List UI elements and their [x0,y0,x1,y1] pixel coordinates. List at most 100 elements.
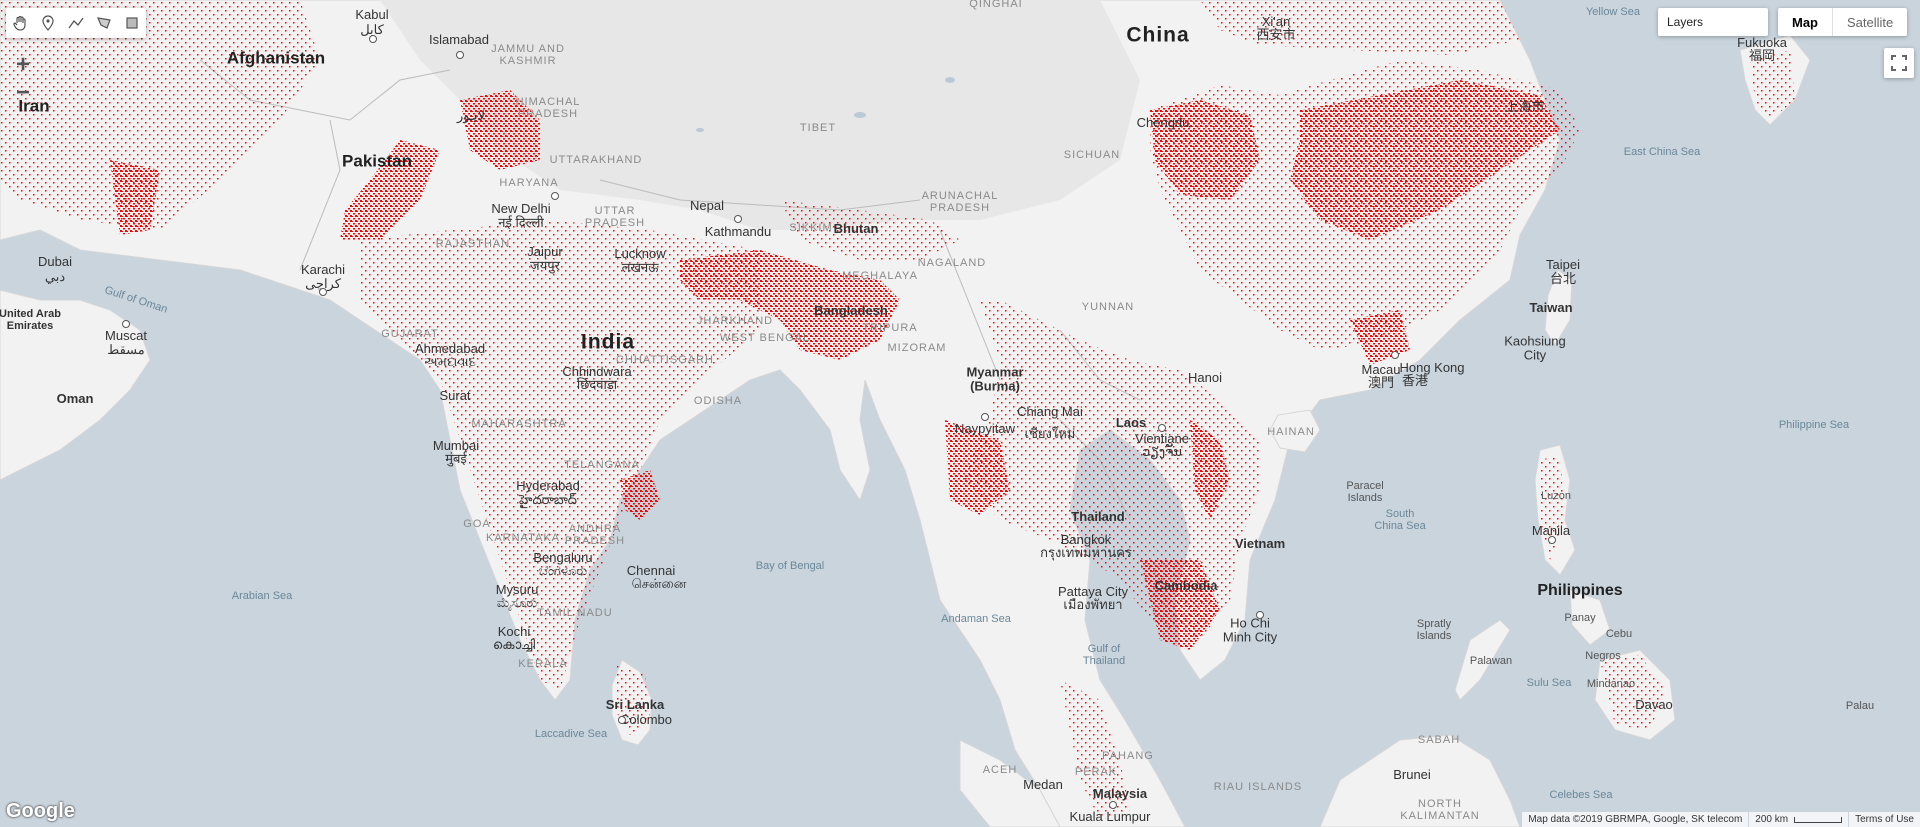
label-muscat: Muscat [105,327,147,343]
label-pahang: Pahang [1102,749,1154,762]
label-maharashtra: Maharashtra [471,417,567,430]
label-sikkim: Sikkim [789,221,833,234]
label-sabah: Sabah [1417,733,1461,746]
city-marker[interactable] [456,51,464,59]
label-india: India [580,330,636,354]
city-marker[interactable] [122,320,130,328]
label-hanoi: Hanoi [1188,369,1222,385]
label-kabul-native: کابل [360,21,384,37]
terms-link[interactable]: Terms of Use [1849,812,1920,827]
city-marker[interactable] [734,215,742,223]
data-overlay [0,0,1795,820]
city-marker[interactable] [1109,801,1117,809]
label-philippines: Philippines [1537,582,1623,600]
label-dubai-native: دبي [44,268,66,284]
label-pattaya-native: เมืองพัทยา [1063,596,1123,612]
label-lahore: لاہور [456,107,486,123]
label-hainan: Hainan [1267,425,1315,438]
label-brunei: Brunei [1393,766,1431,782]
city-marker[interactable] [618,716,626,724]
city-marker[interactable] [551,192,559,200]
label-arunachal: Arunachal Pradesh [921,189,999,214]
label-mindanao: Mindanao [1586,677,1636,690]
label-celebes-sea: Celebes Sea [1549,788,1613,801]
label-aceh: Aceh [982,763,1018,776]
city-marker[interactable] [1256,611,1264,619]
label-myanmar: Myanmar (Burma) [966,364,1024,394]
label-xian: Xi'an [1261,13,1291,29]
fullscreen-button[interactable] [1884,48,1914,78]
label-haryana: Haryana [499,176,559,189]
label-new-delhi-native: नई दिल्ली [498,214,544,230]
label-hyderabad: Hyderabad [516,477,580,493]
label-mumbai: Mumbai [432,437,480,453]
label-negros: Negros [1585,649,1621,662]
label-chengdu: Chengdu [1136,114,1190,130]
label-gulf-of-thailand: Gulf of Thailand [1082,642,1126,667]
label-yunnan: Yunnan [1081,300,1135,313]
label-laccadive-sea: Laccadive Sea [534,727,608,740]
label-kochi: Kochi [497,623,531,639]
label-bengaluru: Bengaluru [533,549,593,565]
label-vientiane: Vientiane [1135,430,1189,446]
label-telangana: Telangana [564,458,640,471]
label-jaipur: Jaipur [527,243,563,259]
label-dubai: Dubai [38,253,72,269]
label-xian-native: 西安市 [1256,26,1296,42]
label-lucknow: Lucknow [614,245,666,261]
label-east-china-sea: East China Sea [1623,145,1701,158]
zoom-in-button[interactable]: + [15,51,30,78]
label-mysuru: Mysuru [495,581,539,597]
polygon-icon[interactable] [90,8,118,38]
city-marker[interactable] [981,413,989,421]
label-shanghai: 上海市 [1505,98,1545,114]
label-chhindwara: Chhindwara [562,363,632,379]
label-kochi-native: കൊച്ചി [492,636,536,652]
pan-hand-icon[interactable] [6,8,34,38]
label-bengaluru-native: ಬೆಂಗಳೂರು [538,562,588,578]
label-lucknow-native: लखनऊ [621,259,659,275]
label-odisha: Odisha [693,394,743,407]
label-chiang-mai: Chiang Mai [1017,403,1083,419]
label-nepal: Nepal [690,197,724,213]
map-type-satellite-button[interactable]: Satellite [1847,14,1894,30]
label-hyderabad-native: హైదరాబాద్ [519,491,577,507]
label-goa: Goa [463,517,491,530]
label-meghalaya: Meghalaya [842,269,918,282]
label-ho-chi-minh: Ho Chi Minh City [1222,615,1278,645]
label-kabul: Kabul [355,6,389,22]
layers-button[interactable]: Layers [1658,8,1768,36]
city-marker[interactable] [319,288,327,296]
rectangle-icon[interactable] [118,8,146,38]
zoom-out-button[interactable]: − [15,79,30,106]
map-type-map-button[interactable]: Map [1778,8,1833,36]
city-marker[interactable] [369,35,377,43]
map-attribution: Map data ©2019 GBRMPA, Google, SK teleco… [1522,812,1749,827]
label-surat: Surat [439,387,471,403]
label-macau-native: 澳門 [1367,374,1395,390]
city-marker[interactable] [1548,536,1556,544]
point-marker-icon[interactable] [34,8,62,38]
label-macau: Macau [1361,361,1401,377]
scale-bar [1794,816,1843,823]
label-riau: Riau Islands [1213,780,1303,793]
label-chhindwara-native: छिंदवाड़ा [576,376,618,392]
scale-control[interactable]: 200 km [1749,812,1849,827]
label-gujarat: Gujarat [381,327,439,340]
line-icon[interactable] [62,8,90,38]
label-himachal: Himachal Pradesh [515,95,581,120]
city-marker[interactable] [1158,424,1166,432]
label-cambodia: Cambodia [1154,577,1218,593]
label-paracel: Paracel Islands [1346,479,1384,504]
label-islamabad: Islamabad [429,31,489,47]
label-china: China [1126,23,1190,47]
label-uttarakhand: Uttarakhand [549,153,643,166]
label-tripura: Tripura [862,321,918,334]
label-karnataka: Karnataka [486,531,560,544]
city-marker[interactable] [1391,351,1399,359]
label-nagaland: Nagaland [917,256,987,269]
label-thailand: Thailand [1071,508,1125,524]
label-arabian-sea: Arabian Sea [231,589,293,602]
